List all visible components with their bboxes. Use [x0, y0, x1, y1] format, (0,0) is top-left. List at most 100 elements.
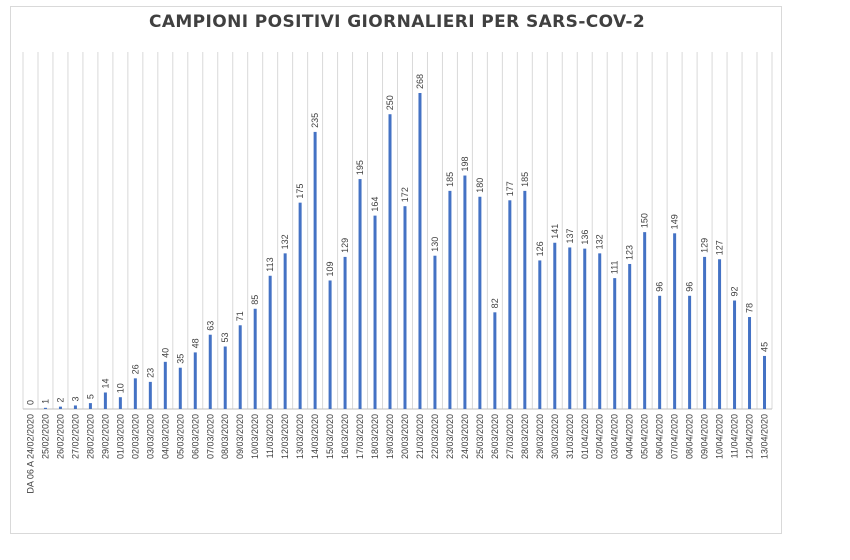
x-tick-label: DA 06 A 24/02/2020: [25, 414, 35, 494]
data-label: 185: [520, 172, 530, 187]
x-tick-label: 14/03/2020: [310, 414, 320, 459]
bar: [493, 312, 497, 409]
data-label: 198: [460, 157, 470, 172]
x-tick-label: 10/03/2020: [250, 414, 260, 459]
x-tick-label: 27/03/2020: [505, 414, 515, 459]
x-tick-label: 02/04/2020: [595, 414, 605, 459]
data-label: 109: [325, 261, 335, 276]
bar: [103, 392, 107, 409]
bar: [508, 200, 512, 409]
bar: [253, 308, 257, 409]
data-label: 172: [400, 187, 410, 202]
bar: [328, 280, 332, 409]
x-tick-label: 31/03/2020: [565, 414, 575, 459]
data-label: 175: [295, 184, 305, 199]
bar: [73, 405, 77, 409]
bar: [373, 215, 377, 409]
x-tick-label: 21/03/2020: [415, 414, 425, 459]
bar: [418, 93, 422, 409]
bar: [523, 190, 527, 409]
data-label: 1: [40, 399, 50, 404]
data-label: 35: [175, 354, 185, 364]
data-label: 150: [640, 213, 650, 228]
bar: [688, 295, 692, 409]
data-label: 177: [505, 181, 515, 196]
x-tick-label: 15/03/2020: [325, 414, 335, 459]
x-tick-label: 18/03/2020: [370, 414, 380, 459]
data-label: 78: [745, 303, 755, 313]
x-tick-label: 27/02/2020: [70, 414, 80, 459]
bar: [388, 114, 392, 409]
x-tick-label: 04/03/2020: [160, 414, 170, 459]
x-tick-label: 23/03/2020: [445, 414, 455, 459]
x-tick-label: 26/02/2020: [55, 414, 65, 459]
x-tick-label: 07/03/2020: [205, 414, 215, 459]
data-label: 113: [265, 257, 275, 271]
data-label: 132: [595, 234, 605, 249]
bar: [478, 196, 482, 409]
x-tick-label: 13/03/2020: [295, 414, 305, 459]
x-tick-label: 28/02/2020: [85, 414, 95, 459]
bar: [703, 256, 707, 409]
x-tick-label: 10/04/2020: [715, 414, 725, 459]
bar: [568, 247, 572, 409]
data-label: 14: [100, 378, 110, 388]
bar: [658, 295, 662, 409]
data-label: 136: [580, 230, 590, 245]
data-label: 26: [130, 364, 140, 374]
data-label: 268: [415, 74, 425, 89]
data-label: 2: [55, 398, 65, 403]
bar: [643, 232, 647, 409]
x-tick-label: 11/04/2020: [730, 414, 740, 458]
data-label: 185: [445, 172, 455, 187]
bar: [298, 202, 302, 409]
data-label: 53: [220, 332, 230, 342]
data-label: 111: [610, 260, 620, 274]
data-label: 96: [655, 282, 665, 292]
data-label: 23: [145, 368, 155, 378]
x-tick-label: 30/03/2020: [550, 414, 560, 459]
x-tick-label: 08/04/2020: [685, 414, 695, 459]
x-tick-label: 16/03/2020: [340, 414, 350, 459]
x-tick-label: 25/03/2020: [475, 414, 485, 459]
bar: [553, 242, 557, 409]
data-label: 82: [490, 298, 500, 308]
data-label: 129: [340, 238, 350, 253]
bar: [718, 259, 722, 409]
x-tick-label: 06/04/2020: [655, 414, 665, 459]
x-tick-label: 06/03/2020: [190, 414, 200, 459]
bar: [193, 352, 197, 409]
data-label: 123: [625, 245, 635, 260]
data-label: 127: [715, 240, 725, 255]
bar: [358, 179, 362, 409]
bar: [88, 403, 92, 409]
data-label: 180: [475, 178, 485, 193]
bar: [58, 406, 62, 409]
x-tick-label: 28/03/2020: [520, 414, 530, 459]
bar: [133, 378, 137, 409]
x-tick-label: 13/04/2020: [760, 414, 770, 459]
data-label: 130: [430, 237, 440, 252]
data-label: 149: [670, 214, 680, 229]
bar: [583, 248, 587, 409]
bar: [733, 300, 737, 409]
x-tick-label: 26/03/2020: [490, 414, 500, 459]
data-label: 71: [235, 311, 245, 321]
bar: [43, 407, 47, 409]
bar: [178, 367, 182, 409]
x-tick-label: 09/03/2020: [235, 414, 245, 459]
data-label: 132: [280, 234, 290, 249]
data-label: 164: [370, 197, 380, 212]
data-label: 92: [730, 287, 740, 297]
x-tick-label: 09/04/2020: [700, 414, 710, 459]
data-label: 0: [25, 400, 35, 405]
x-tick-label: 07/04/2020: [670, 414, 680, 459]
data-label: 5: [85, 394, 95, 399]
data-label: 63: [205, 321, 215, 331]
bar: [538, 260, 542, 409]
bar: [223, 346, 227, 409]
x-tick-label: 08/03/2020: [220, 414, 230, 459]
x-tick-label: 01/03/2020: [115, 414, 125, 459]
chart-title: CAMPIONI POSITIVI GIORNALIERI PER SARS-C…: [148, 12, 646, 32]
x-tick-label: 05/03/2020: [175, 414, 185, 459]
